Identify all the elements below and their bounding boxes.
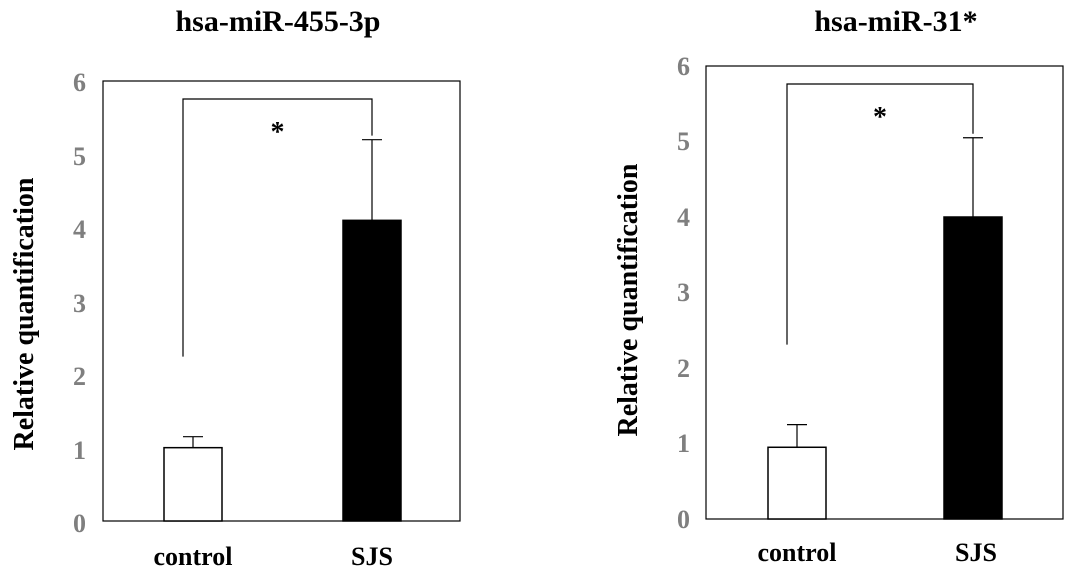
y-tick-label: 5	[677, 127, 690, 156]
chart-panel-2: hsa-miR-31* Relative quantification 0 1 …	[613, 5, 1064, 567]
y-tick-label: 5	[73, 142, 86, 171]
plot-area-frame-1	[102, 80, 461, 522]
y-tick-label: 3	[73, 289, 86, 318]
y-tick-label: 0	[677, 505, 690, 534]
y-tick-label: 2	[73, 362, 86, 391]
chart-title-2: hsa-miR-31*	[814, 5, 977, 38]
y-tick-label: 2	[677, 354, 690, 383]
significance-marker: *	[873, 102, 887, 133]
y-tick-label: 3	[677, 278, 690, 307]
y-tick-label: 4	[73, 215, 86, 244]
y-tick-label: 4	[677, 203, 690, 232]
significance-bracket	[786, 83, 974, 345]
y-tick-label: 1	[677, 429, 690, 458]
y-axis-label-1: Relative quantification	[9, 177, 40, 450]
chart-title-1: hsa-miR-455-3p	[175, 5, 380, 38]
y-tick-label: 1	[73, 436, 86, 465]
x-category-label: SJS	[955, 538, 997, 567]
y-tick-label: 6	[677, 52, 690, 81]
y-ticks-1: 0 1 2 3 4 5 6	[73, 68, 86, 538]
y-tick-label: 0	[73, 509, 86, 538]
y-ticks-2: 0 1 2 3 4 5 6	[677, 52, 690, 534]
chart-panel-1: hsa-miR-455-3p Relative quantification 0…	[9, 5, 461, 571]
x-category-label: control	[154, 542, 233, 571]
significance-bracket	[182, 98, 373, 357]
bar-control	[163, 446, 223, 522]
bar-control	[767, 446, 827, 520]
bar-sjs	[943, 216, 1003, 520]
x-category-label: control	[758, 538, 837, 567]
bar-sjs	[342, 219, 402, 522]
y-tick-label: 6	[73, 68, 86, 97]
bar-marks-1: *	[163, 98, 402, 522]
plot-area-frame-2	[705, 65, 1064, 520]
significance-marker: *	[271, 117, 285, 148]
bar-marks-2: *	[767, 83, 1003, 520]
y-axis-label-2: Relative quantification	[613, 163, 644, 436]
x-category-label: SJS	[351, 542, 393, 571]
